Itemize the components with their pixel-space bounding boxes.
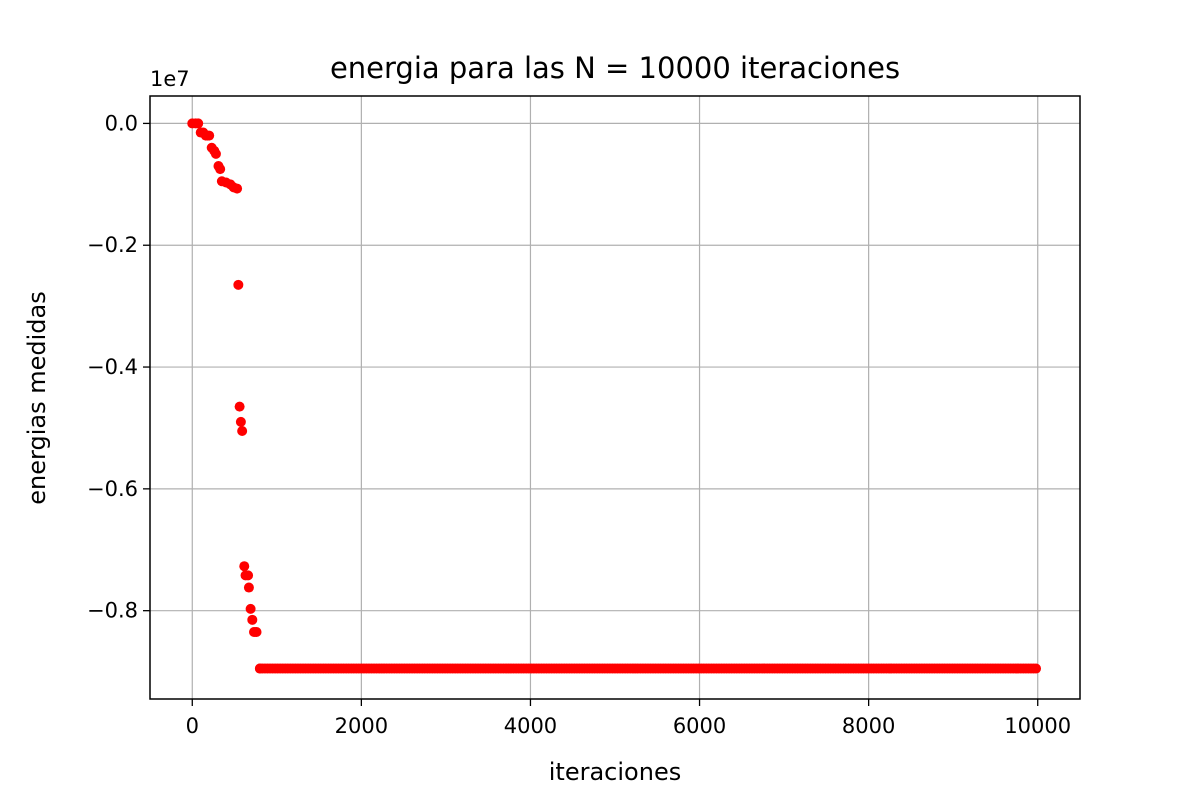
x-axis-ticks: 0 2000 4000 6000 8000 10000 [186,699,1071,738]
data-point [210,148,221,159]
data-point [1031,663,1042,674]
x-tick-label: 0 [186,714,199,738]
chart-title: energia para las N = 10000 iteraciones [330,51,900,85]
data-point [233,279,244,290]
y-tick-label: −0.8 [87,599,138,623]
y-tick-label: −0.4 [87,355,138,379]
x-tick-label: 6000 [673,714,726,738]
data-points [187,118,1042,674]
data-point [247,614,258,625]
y-axis-ticks: 0.0 −0.2 −0.4 −0.6 −0.8 [87,111,150,623]
data-point [234,401,245,412]
data-point [204,130,215,141]
x-axis-label: iteraciones [549,758,681,786]
grid-lines [150,96,1080,699]
x-tick-label: 10000 [1004,714,1071,738]
data-point [237,426,248,436]
data-point [193,118,204,129]
data-point [251,627,262,637]
x-tick-label: 4000 [504,714,557,738]
plot-frame [149,95,1081,700]
y-tick-label: 0.0 [105,111,138,135]
data-point [243,582,254,593]
data-point [232,183,243,194]
data-point [235,416,246,427]
y-axis-label: energias medidas [23,291,51,504]
data-point [215,164,226,175]
data-point [239,561,250,572]
x-tick-label: 8000 [842,714,895,738]
y-tick-label: −0.6 [87,477,138,501]
y-offset-label: 1e7 [150,67,190,91]
y-tick-label: −0.2 [87,233,138,257]
x-tick-label: 2000 [335,714,388,738]
data-point [243,570,254,581]
data-point [245,603,256,614]
